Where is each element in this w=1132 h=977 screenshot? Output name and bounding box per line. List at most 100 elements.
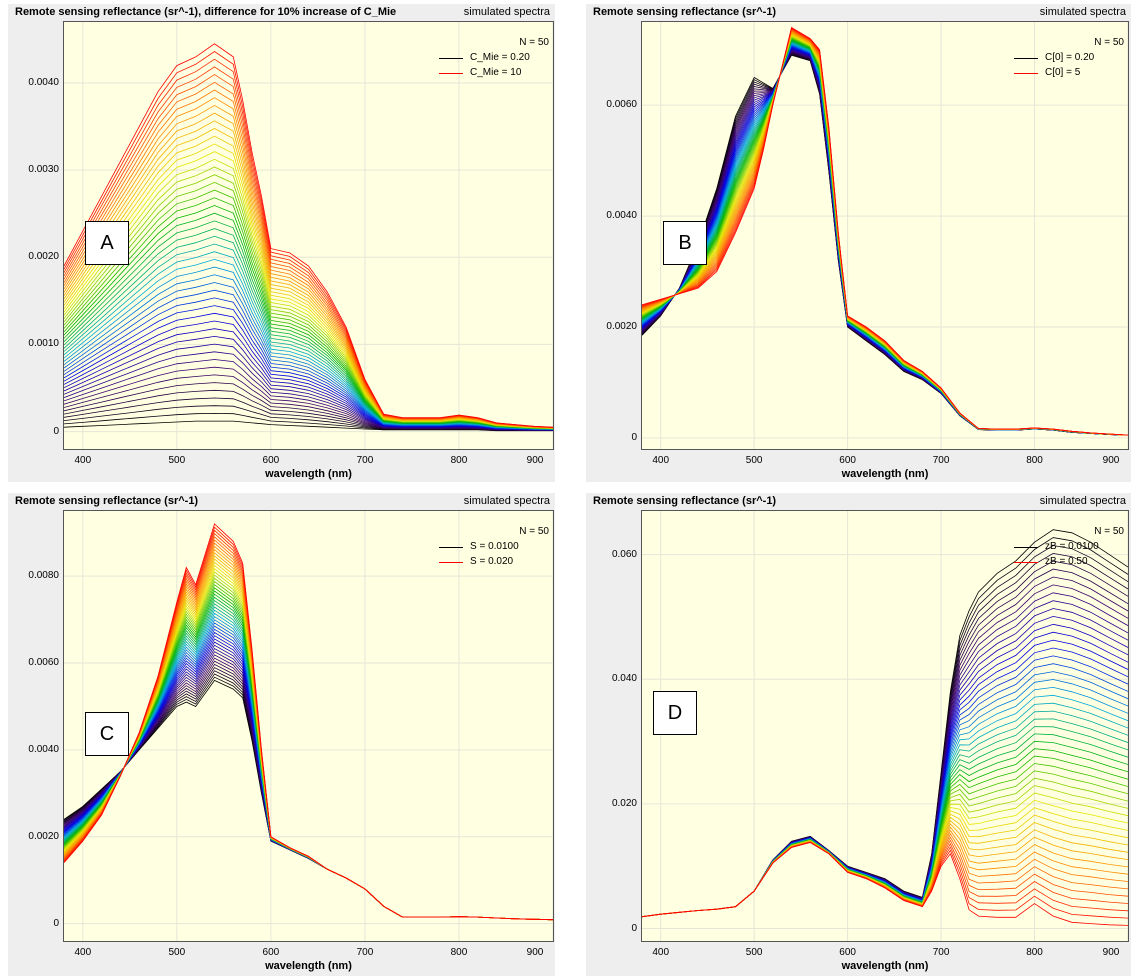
series-line bbox=[642, 777, 1128, 918]
legend-entry: C_Mie = 0.20 bbox=[470, 52, 530, 63]
series-line bbox=[64, 676, 553, 921]
series-line bbox=[64, 638, 553, 921]
legend-swatch bbox=[1014, 547, 1038, 548]
legend-entry: C[0] = 5 bbox=[1045, 67, 1081, 78]
panel-label: B bbox=[663, 221, 707, 265]
legend-count: N = 50 bbox=[519, 37, 549, 48]
legend-count: N = 50 bbox=[1094, 37, 1124, 48]
series-line bbox=[64, 628, 553, 921]
x-tick-label: 800 bbox=[450, 947, 468, 958]
series-line bbox=[64, 526, 553, 921]
series-line bbox=[642, 39, 1128, 436]
x-tick-label: 400 bbox=[74, 455, 92, 466]
chart-title: Remote sensing reflectance (sr^-1) bbox=[593, 6, 777, 18]
plot-area bbox=[641, 21, 1129, 450]
chart-subtitle: simulated spectra bbox=[463, 6, 550, 18]
legend-entry: C[0] = 0.20 bbox=[1045, 52, 1095, 63]
x-tick-label: 400 bbox=[74, 947, 92, 958]
series-line bbox=[64, 663, 553, 921]
y-tick-label: 0.0060 bbox=[606, 99, 637, 111]
y-tick-label: 0.0020 bbox=[28, 830, 59, 842]
legend-swatch bbox=[439, 562, 463, 563]
x-tick-label: 700 bbox=[932, 947, 950, 958]
series-line bbox=[64, 529, 553, 921]
series-line bbox=[642, 26, 1128, 436]
legend: N = 50 C_Mie = 0.20 C_Mie = 10 bbox=[434, 37, 549, 87]
legend-entry: zB = 0.0100 bbox=[1045, 541, 1099, 552]
series-line bbox=[64, 673, 553, 921]
series-line bbox=[642, 833, 1128, 918]
x-tick-label: 700 bbox=[356, 455, 374, 466]
x-tick-label: 500 bbox=[168, 947, 186, 958]
series-line bbox=[642, 829, 1128, 918]
series-line bbox=[642, 623, 1128, 918]
series-line bbox=[642, 842, 1128, 926]
series-line bbox=[642, 748, 1128, 918]
chart-svg bbox=[64, 22, 553, 449]
x-tick-label: 800 bbox=[450, 455, 468, 466]
legend-entry: zB = 0.50 bbox=[1045, 556, 1088, 567]
series-line bbox=[64, 641, 553, 921]
y-tick-label: 0 bbox=[53, 425, 59, 437]
y-tick-label: 0.0030 bbox=[28, 164, 59, 176]
x-tick-label: 600 bbox=[262, 455, 280, 466]
series-line bbox=[64, 548, 553, 921]
series-line bbox=[64, 625, 553, 921]
x-tick-label: 800 bbox=[1026, 947, 1043, 958]
x-tick-label: 600 bbox=[839, 455, 856, 466]
series-line bbox=[64, 587, 553, 921]
x-tick-label: 400 bbox=[652, 455, 670, 466]
x-axis-label: wavelength (nm) bbox=[265, 468, 352, 480]
x-axis-label: wavelength (nm) bbox=[265, 960, 352, 972]
series-line bbox=[642, 807, 1128, 918]
series-line bbox=[64, 670, 553, 921]
series-line bbox=[64, 97, 553, 429]
series-line bbox=[642, 820, 1128, 918]
x-tick-label: 700 bbox=[356, 947, 374, 958]
series-line bbox=[64, 622, 553, 921]
series-line bbox=[642, 740, 1128, 918]
legend-swatch bbox=[1014, 562, 1038, 563]
series-line bbox=[64, 631, 553, 921]
y-tick-label: 0.0010 bbox=[28, 338, 59, 350]
series-line bbox=[64, 335, 553, 431]
series-line bbox=[64, 609, 553, 921]
chart-svg bbox=[64, 511, 553, 941]
series-line bbox=[64, 74, 553, 428]
y-tick-label: 0.0060 bbox=[28, 657, 59, 669]
series-line bbox=[64, 282, 553, 430]
series-line bbox=[642, 529, 1128, 918]
series-line bbox=[64, 651, 553, 921]
series-line bbox=[64, 660, 553, 921]
series-line bbox=[64, 58, 553, 428]
series-line bbox=[64, 657, 553, 921]
series-line bbox=[64, 532, 553, 921]
chart-subtitle: simulated spectra bbox=[1039, 495, 1126, 507]
chart-svg bbox=[642, 511, 1128, 941]
series-line bbox=[64, 603, 553, 921]
x-axis-label: wavelength (nm) bbox=[841, 468, 929, 480]
series-line bbox=[64, 635, 553, 921]
legend: N = 50 zB = 0.0100 zB = 0.50 bbox=[1009, 526, 1124, 576]
chart-panel-a: Remote sensing reflectance (sr^-1), diff… bbox=[8, 4, 555, 482]
series-line bbox=[64, 619, 553, 921]
series-line bbox=[64, 599, 553, 921]
series-line bbox=[642, 816, 1128, 918]
y-tick-label: 0.020 bbox=[611, 797, 637, 809]
x-tick-label: 900 bbox=[1102, 455, 1120, 466]
x-tick-label: 900 bbox=[1102, 947, 1120, 958]
series-line bbox=[642, 733, 1128, 918]
series-line bbox=[642, 792, 1128, 918]
legend-swatch bbox=[439, 73, 463, 74]
series-line bbox=[642, 639, 1128, 918]
panel-label: C bbox=[85, 712, 129, 756]
x-tick-label: 500 bbox=[745, 947, 763, 958]
legend-swatch bbox=[1014, 58, 1038, 59]
series-line bbox=[64, 251, 553, 430]
y-tick-label: 0.0040 bbox=[28, 743, 59, 755]
y-tick-label: 0.040 bbox=[611, 673, 637, 685]
series-line bbox=[642, 836, 1128, 918]
series-line bbox=[64, 128, 553, 429]
y-tick-label: 0.0080 bbox=[28, 570, 59, 582]
plot-area bbox=[641, 510, 1129, 942]
